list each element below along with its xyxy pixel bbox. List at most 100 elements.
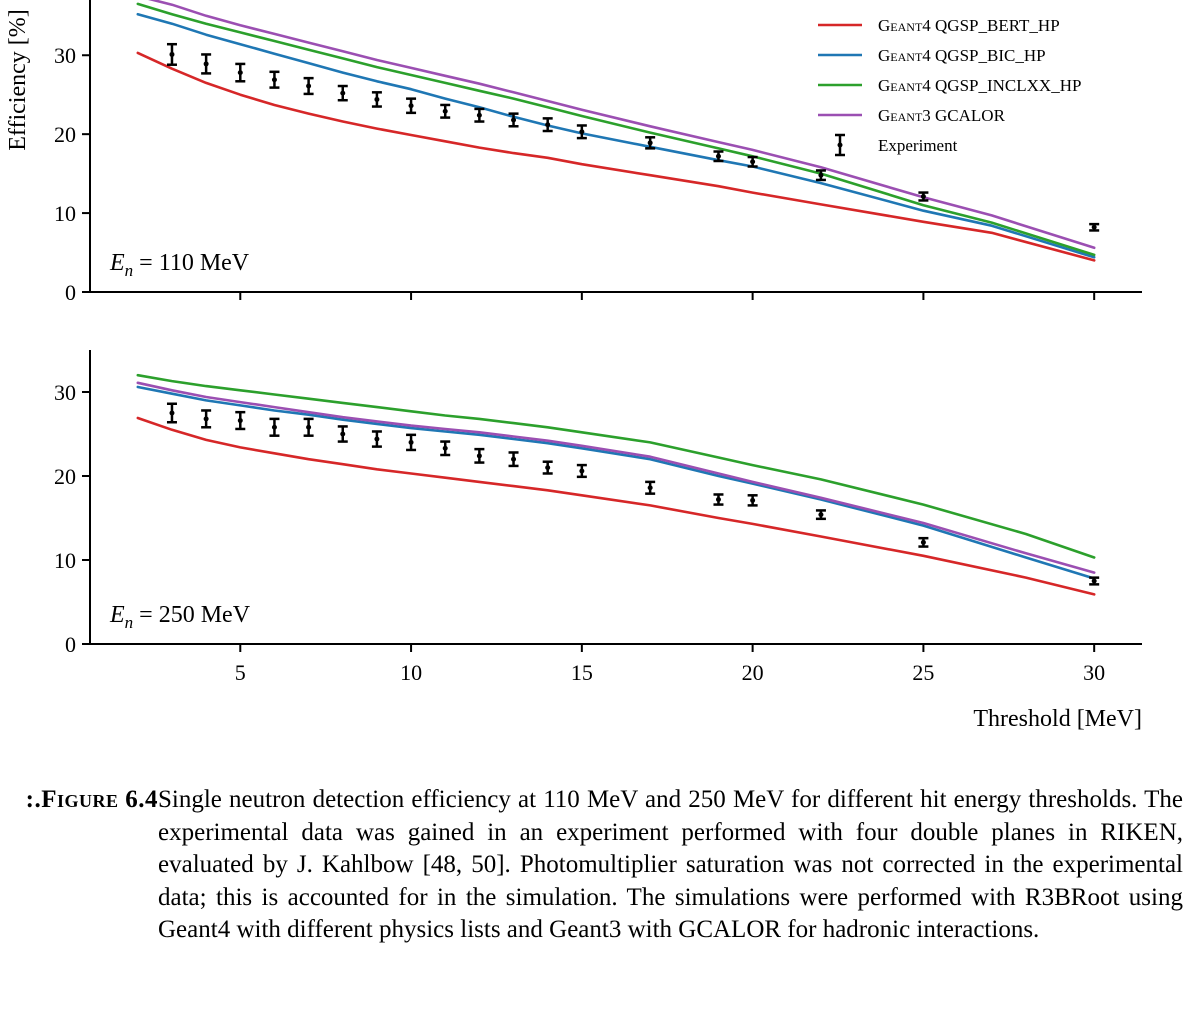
legend-item: Experiment <box>835 133 958 157</box>
x-tick-label: 10 <box>400 660 422 685</box>
plot-area <box>136 373 1100 596</box>
data-marker <box>340 431 346 437</box>
data-marker <box>203 416 209 422</box>
figure-caption: Figure 6.4.: Single neutron detection ef… <box>0 784 1183 947</box>
energy-annotation: En = 110 MeV <box>109 250 250 280</box>
series-line-gcalor <box>147 0 1096 250</box>
panel-2: 0 10 20 30 5 10 15 20 25 30 Threshold [MeV] En = 25… <box>54 350 1142 732</box>
data-point <box>235 410 246 431</box>
series-line-qgsp-inclxx-hp <box>136 2 1096 257</box>
data-marker <box>1091 224 1097 230</box>
data-point <box>337 84 348 102</box>
data-marker <box>750 497 756 503</box>
series-line-qgsp-bic-hp <box>136 385 1096 580</box>
data-point <box>201 53 212 75</box>
y-tick-label: 0 <box>65 632 76 657</box>
legend-item: Geant4 QGSP_BERT_HP <box>818 16 1060 35</box>
data-marker <box>920 539 926 545</box>
data-point <box>440 440 451 457</box>
data-marker <box>442 445 448 451</box>
data-point <box>474 447 485 464</box>
legend-label: Geant4 QGSP_BIC_HP <box>878 46 1046 65</box>
data-marker <box>306 424 312 430</box>
data-marker <box>374 436 380 442</box>
legend-label: Experiment <box>878 136 958 155</box>
data-point <box>406 433 417 452</box>
data-point <box>303 76 314 96</box>
legend-label: Geant4 QGSP_BERT_HP <box>878 16 1060 35</box>
data-point <box>713 493 724 506</box>
x-tick-label: 5 <box>235 660 246 685</box>
series-line-qgsp-bert-hp <box>136 51 1096 262</box>
data-marker <box>476 112 482 118</box>
data-point <box>371 91 382 108</box>
data-marker <box>545 122 551 128</box>
y-tick-label: 10 <box>54 201 76 226</box>
data-point <box>542 117 553 133</box>
data-marker <box>340 90 346 96</box>
data-marker <box>237 418 243 424</box>
series-line-qgsp-bic-hp <box>136 12 1096 259</box>
data-point <box>166 42 177 66</box>
data-marker <box>169 51 175 57</box>
data-marker <box>545 465 551 471</box>
data-point <box>508 112 519 128</box>
data-marker <box>442 108 448 114</box>
legend-label: Geant3 GCALOR <box>878 106 1006 125</box>
data-point <box>815 169 826 182</box>
data-point <box>508 451 519 468</box>
data-point <box>918 536 929 548</box>
data-marker <box>715 497 721 503</box>
experiment-points <box>166 402 1100 586</box>
data-marker <box>476 453 482 459</box>
caption-text: Single neutron detection efficiency at 1… <box>158 786 1183 943</box>
y-tick-label: 20 <box>54 464 76 489</box>
data-marker <box>237 70 243 76</box>
data-point <box>440 103 451 119</box>
data-marker <box>169 410 175 416</box>
experiment-points <box>166 42 1100 232</box>
y-tick-label: 10 <box>54 548 76 573</box>
data-point <box>576 124 587 140</box>
data-marker <box>715 153 721 159</box>
data-point <box>1089 222 1100 232</box>
data-point <box>747 155 758 168</box>
data-marker <box>818 512 824 518</box>
data-point <box>542 460 553 475</box>
data-point <box>815 509 826 521</box>
y-tick-label: 20 <box>54 122 76 147</box>
data-point <box>474 107 485 123</box>
data-point <box>303 417 314 437</box>
data-marker <box>408 103 414 109</box>
data-point <box>1089 576 1100 586</box>
data-point <box>269 70 280 89</box>
series-line-qgsp-inclxx-hp <box>136 373 1096 559</box>
data-point <box>235 62 246 83</box>
x-tick-label: 20 <box>742 660 764 685</box>
data-point <box>337 425 348 443</box>
data-marker <box>511 117 517 123</box>
data-point <box>269 417 280 437</box>
y-tick-label: 30 <box>54 380 76 405</box>
data-marker <box>920 194 926 200</box>
data-point <box>747 494 758 507</box>
data-marker <box>579 468 585 474</box>
data-marker <box>271 424 277 430</box>
data-point <box>406 97 417 115</box>
energy-annotation: En = 250 MeV <box>109 602 251 632</box>
y-tick-label: 0 <box>65 280 76 305</box>
plot-area <box>136 0 1100 262</box>
data-point <box>918 191 929 202</box>
series-line-qgsp-bert-hp <box>136 416 1096 596</box>
legend-item: Geant4 QGSP_BIC_HP <box>818 46 1046 65</box>
data-point <box>576 463 587 479</box>
x-tick-label: 15 <box>571 660 593 685</box>
x-tick-label: 30 <box>1083 660 1105 685</box>
x-axis-label: Threshold [MeV] <box>973 706 1142 732</box>
data-marker <box>271 77 277 83</box>
data-point <box>713 150 724 163</box>
efficiency-figure: 0 10 20 30 Efficiency [%] En = 110 MeV Geant4 … <box>5 0 1142 732</box>
legend-label: Geant4 QGSP_INCLXX_HP <box>878 76 1081 95</box>
data-marker <box>750 159 756 165</box>
data-marker <box>203 61 209 67</box>
